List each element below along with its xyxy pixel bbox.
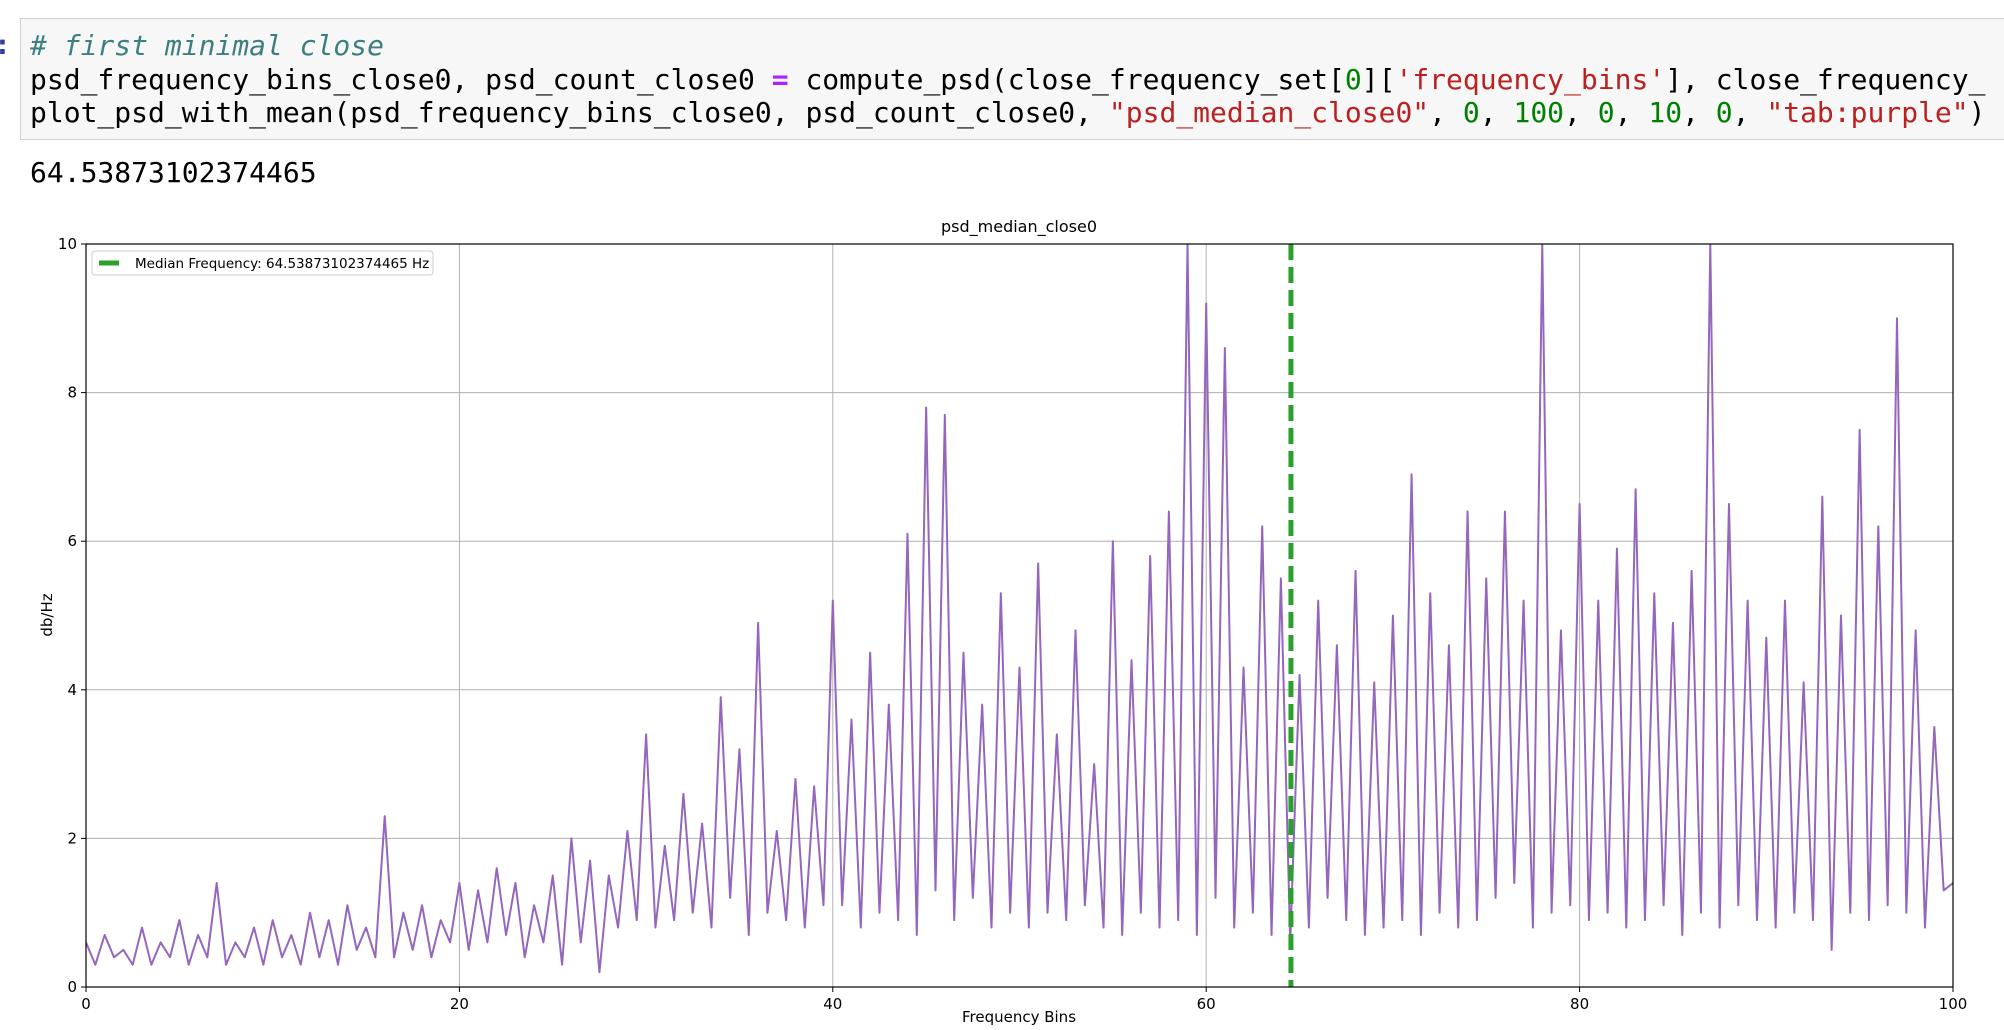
x-axis-label: Frequency Bins bbox=[962, 1008, 1076, 1026]
code-cell[interactable]: # first minimal close psd_frequency_bins_… bbox=[20, 18, 2004, 140]
code-token: "psd_median_close0" bbox=[1108, 96, 1430, 129]
code-token: 0 bbox=[1344, 62, 1362, 96]
cell-output: 64.53873102374465 bbox=[30, 156, 317, 189]
x-tick-label: 20 bbox=[450, 995, 469, 1013]
y-axis-label: db/Hz bbox=[38, 593, 56, 636]
code-token: , bbox=[1479, 96, 1514, 129]
x-tick-label: 40 bbox=[823, 995, 842, 1013]
code-token: compute_psd(close_frequency_set[ bbox=[788, 62, 1345, 96]
y-tick-label: 0 bbox=[67, 978, 77, 996]
y-tick-label: 8 bbox=[67, 384, 77, 402]
x-tick-label: 60 bbox=[1197, 995, 1216, 1013]
y-tick-label: 2 bbox=[67, 829, 77, 847]
code-token: = bbox=[771, 62, 789, 96]
x-tick-label: 100 bbox=[1939, 995, 1968, 1013]
code-token: ][ bbox=[1361, 62, 1396, 96]
code-token: # first minimal close bbox=[30, 29, 385, 62]
chart: psd_median_close0 Frequency Bins db/Hz M… bbox=[38, 217, 1968, 1026]
y-tick-label: 6 bbox=[67, 532, 77, 550]
x-tick-label: 80 bbox=[1570, 995, 1589, 1013]
code-line: plot_psd_with_mean(psd_frequency_bins_cl… bbox=[30, 96, 1986, 130]
code-token: 10 bbox=[1648, 96, 1683, 129]
cell-prompt: : bbox=[0, 28, 11, 61]
code-token: ) bbox=[1968, 96, 1986, 129]
psd-line bbox=[86, 244, 1953, 974]
y-tick-label: 4 bbox=[67, 681, 77, 699]
code-token: "tab:purple" bbox=[1766, 96, 1969, 129]
code-token: psd_frequency_bins_close0, psd_count_clo… bbox=[30, 62, 772, 96]
code-token: , bbox=[1429, 96, 1463, 129]
code-token: , bbox=[1732, 96, 1767, 129]
axes-frame bbox=[85, 243, 1954, 988]
code-token: , bbox=[1614, 96, 1649, 129]
code-token: plot_psd_with_mean(psd_frequency_bins_cl… bbox=[30, 96, 1109, 129]
code-token: 0 bbox=[1597, 96, 1615, 129]
code-token: ], close_frequency_ bbox=[1665, 62, 1986, 96]
code-token: 0 bbox=[1462, 96, 1480, 129]
chart-title: psd_median_close0 bbox=[941, 217, 1097, 237]
code-token: , bbox=[1564, 96, 1598, 129]
code-token: 0 bbox=[1715, 96, 1733, 129]
code-token: 100 bbox=[1513, 96, 1565, 129]
legend-label: Median Frequency: 64.53873102374465 Hz bbox=[135, 256, 429, 272]
code-line: # first minimal close bbox=[30, 29, 384, 63]
x-tick-label: 0 bbox=[81, 995, 91, 1013]
y-tick-label: 10 bbox=[58, 235, 77, 253]
legend-box bbox=[91, 250, 434, 276]
plot-area bbox=[86, 244, 1953, 987]
code-line: psd_frequency_bins_close0, psd_count_clo… bbox=[30, 63, 1985, 97]
code-token: , bbox=[1682, 96, 1716, 129]
code-token: 'frequency_bins' bbox=[1395, 62, 1666, 96]
